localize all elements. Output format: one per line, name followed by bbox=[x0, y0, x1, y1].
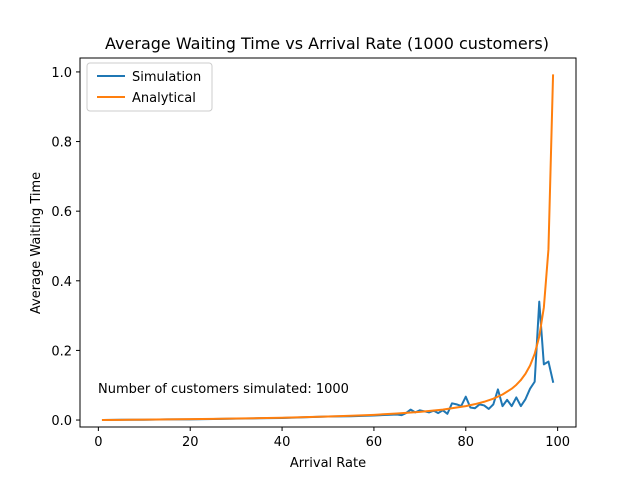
legend-label-simulation: Simulation bbox=[132, 70, 201, 85]
legend-label-analytical: Analytical bbox=[132, 91, 196, 106]
y-tick-label: 0.0 bbox=[51, 414, 72, 429]
y-tick-label: 0.2 bbox=[51, 344, 72, 359]
x-tick-label: 80 bbox=[458, 435, 475, 450]
y-tick-label: 0.6 bbox=[51, 205, 72, 220]
x-axis-title: Arrival Rate bbox=[290, 456, 366, 471]
legend: Simulation Analytical bbox=[86, 62, 213, 112]
x-tick-label: 20 bbox=[182, 435, 199, 450]
y-axis-title: Average Waiting Time bbox=[29, 172, 44, 314]
chart-title: Average Waiting Time vs Arrival Rate (10… bbox=[105, 34, 549, 53]
series-layer bbox=[101, 74, 555, 422]
series-line-analytical bbox=[101, 74, 555, 422]
x-tick-label: 60 bbox=[366, 435, 383, 450]
annotation-text: Number of customers simulated: 1000 bbox=[98, 382, 349, 397]
y-tick-label: 0.4 bbox=[51, 275, 72, 290]
x-tick-label: 0 bbox=[94, 435, 102, 450]
axes-layer: 0 20 40 60 80 100 0.0 0.2 0.4 0.6 0.8 1.0 bbox=[51, 57, 577, 450]
y-tick-label: 0.8 bbox=[51, 136, 72, 151]
x-tick-label: 100 bbox=[545, 435, 570, 450]
plot-frame bbox=[79, 57, 577, 428]
x-tick-label: 40 bbox=[274, 435, 291, 450]
y-tick-label: 1.0 bbox=[51, 66, 72, 81]
